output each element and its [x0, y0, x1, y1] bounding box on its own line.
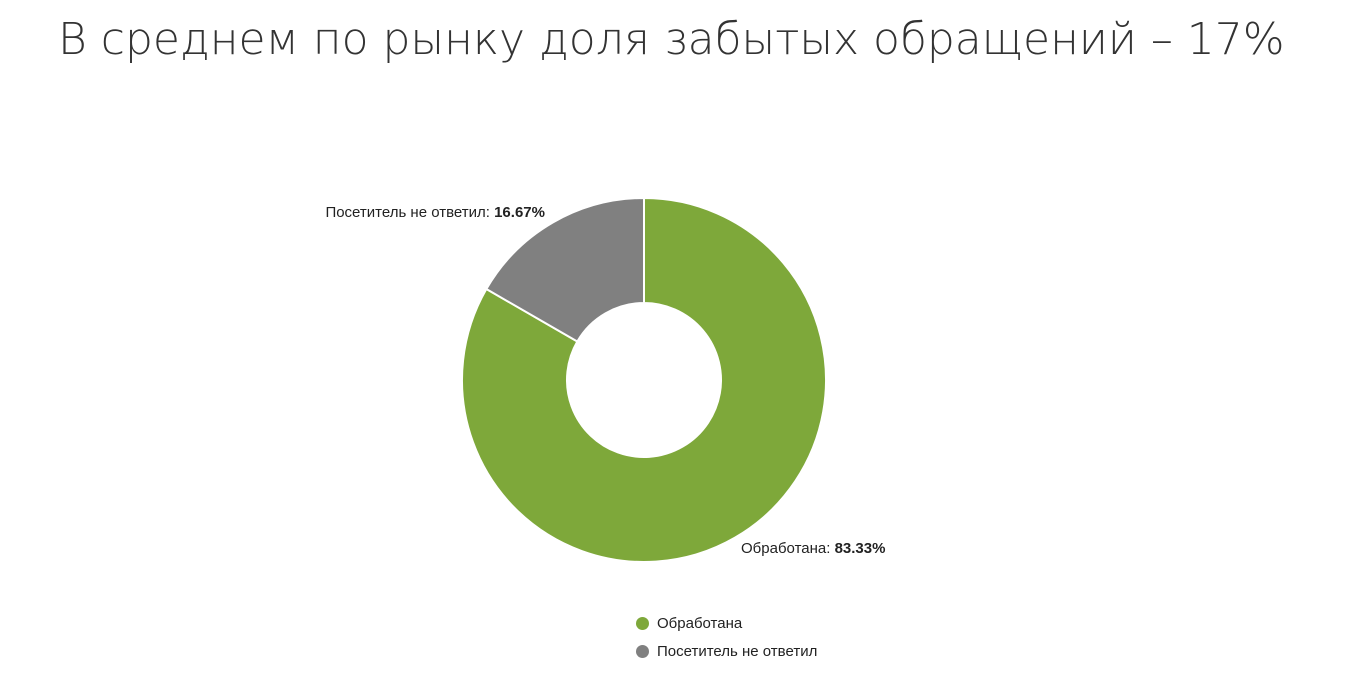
data-label-value-processed: 83.33%	[835, 540, 886, 557]
page-title: В среднем по рынку доля забытых обращени…	[58, 14, 1285, 65]
legend-item-no-answer[interactable]: Посетитель не ответил	[636, 637, 817, 665]
slice-no-answer[interactable]	[484, 196, 645, 343]
legend-item-processed[interactable]: Обработана	[636, 609, 817, 637]
data-label-name-no-answer: Посетитель не ответил:	[325, 204, 494, 221]
data-label-no-answer: Посетитель не ответил: 16.67%	[325, 204, 545, 221]
data-label-value-no-answer: 16.67%	[494, 204, 545, 221]
legend-swatch-no-answer	[636, 644, 649, 658]
data-label-name-processed: Обработана:	[741, 540, 835, 557]
legend-label-processed: Обработана	[657, 614, 743, 632]
labels-layer: Обработана: 83.33% Посетитель не ответил:…	[325, 204, 885, 557]
data-label-processed: Обработана: 83.33%	[741, 540, 885, 557]
legend-swatch-processed	[636, 616, 649, 630]
slice-processed[interactable]	[461, 196, 827, 563]
legend-label-no-answer: Посетитель не ответил	[657, 642, 818, 660]
slices-layer	[461, 196, 827, 563]
chart-legend: Обработана Посетитель не ответил	[636, 609, 817, 665]
